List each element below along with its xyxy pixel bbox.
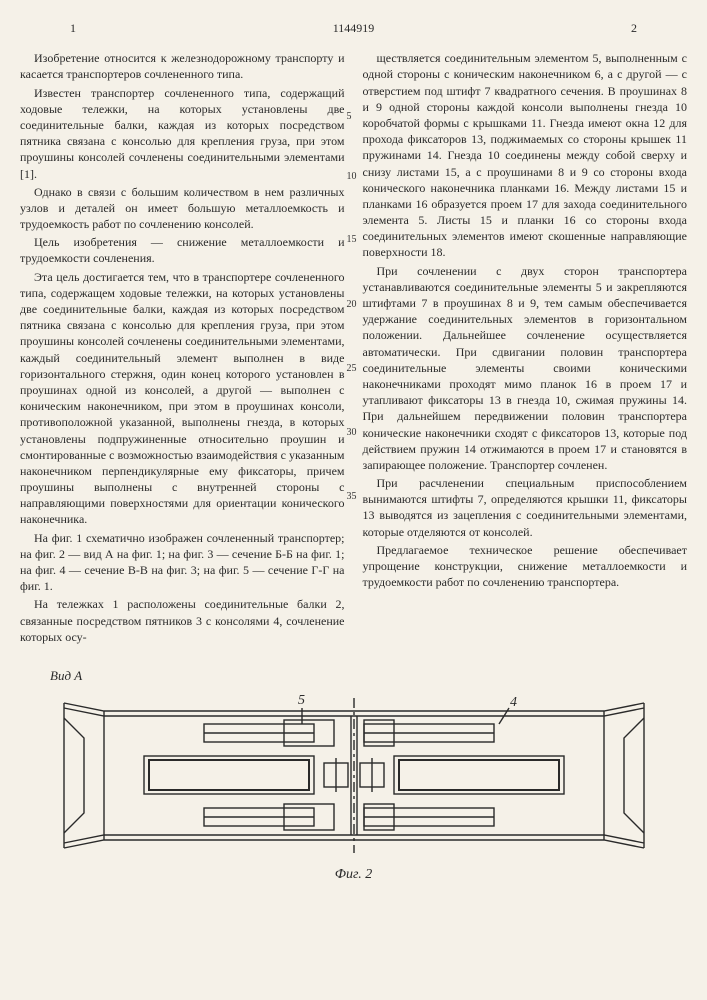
callout-5: 5 xyxy=(298,693,305,708)
document-number: 1144919 xyxy=(76,20,631,36)
text-columns: Изобретение относится к железнодорожному… xyxy=(20,50,687,647)
paragraph: Цель изобретения — снижение металлоемкос… xyxy=(20,234,345,266)
left-column: Изобретение относится к железнодорожному… xyxy=(20,50,345,647)
paragraph: При сочленении с двух сторон транспортер… xyxy=(363,263,688,473)
paragraph: На тележках 1 расположены соединительные… xyxy=(20,596,345,645)
paragraph: Известен транспортер сочлененного типа, … xyxy=(20,85,345,182)
paragraph: Предлагаемое техническое решение обеспеч… xyxy=(363,542,688,591)
paragraph: На фиг. 1 схематично изображен сочлененн… xyxy=(20,530,345,595)
right-column: ществляется соединительным элементом 5, … xyxy=(363,50,688,647)
page-header: 1 1144919 2 xyxy=(20,20,687,36)
callout-4: 4 xyxy=(510,695,517,710)
page-num-right: 2 xyxy=(631,20,637,36)
paragraph: При расчленении специальным приспособлен… xyxy=(363,475,688,540)
view-label: Вид А xyxy=(50,667,687,685)
figure-2: Вид А xyxy=(20,667,687,885)
figure-caption: Фиг. 2 xyxy=(20,866,687,885)
paragraph: Эта цель достигается тем, что в транспор… xyxy=(20,269,345,528)
paragraph: ществляется соединительным элементом 5, … xyxy=(363,50,688,260)
paragraph: Однако в связи с большим количеством в н… xyxy=(20,184,345,233)
figure-drawing: 5 4 xyxy=(54,688,654,858)
paragraph: Изобретение относится к железнодорожному… xyxy=(20,50,345,82)
